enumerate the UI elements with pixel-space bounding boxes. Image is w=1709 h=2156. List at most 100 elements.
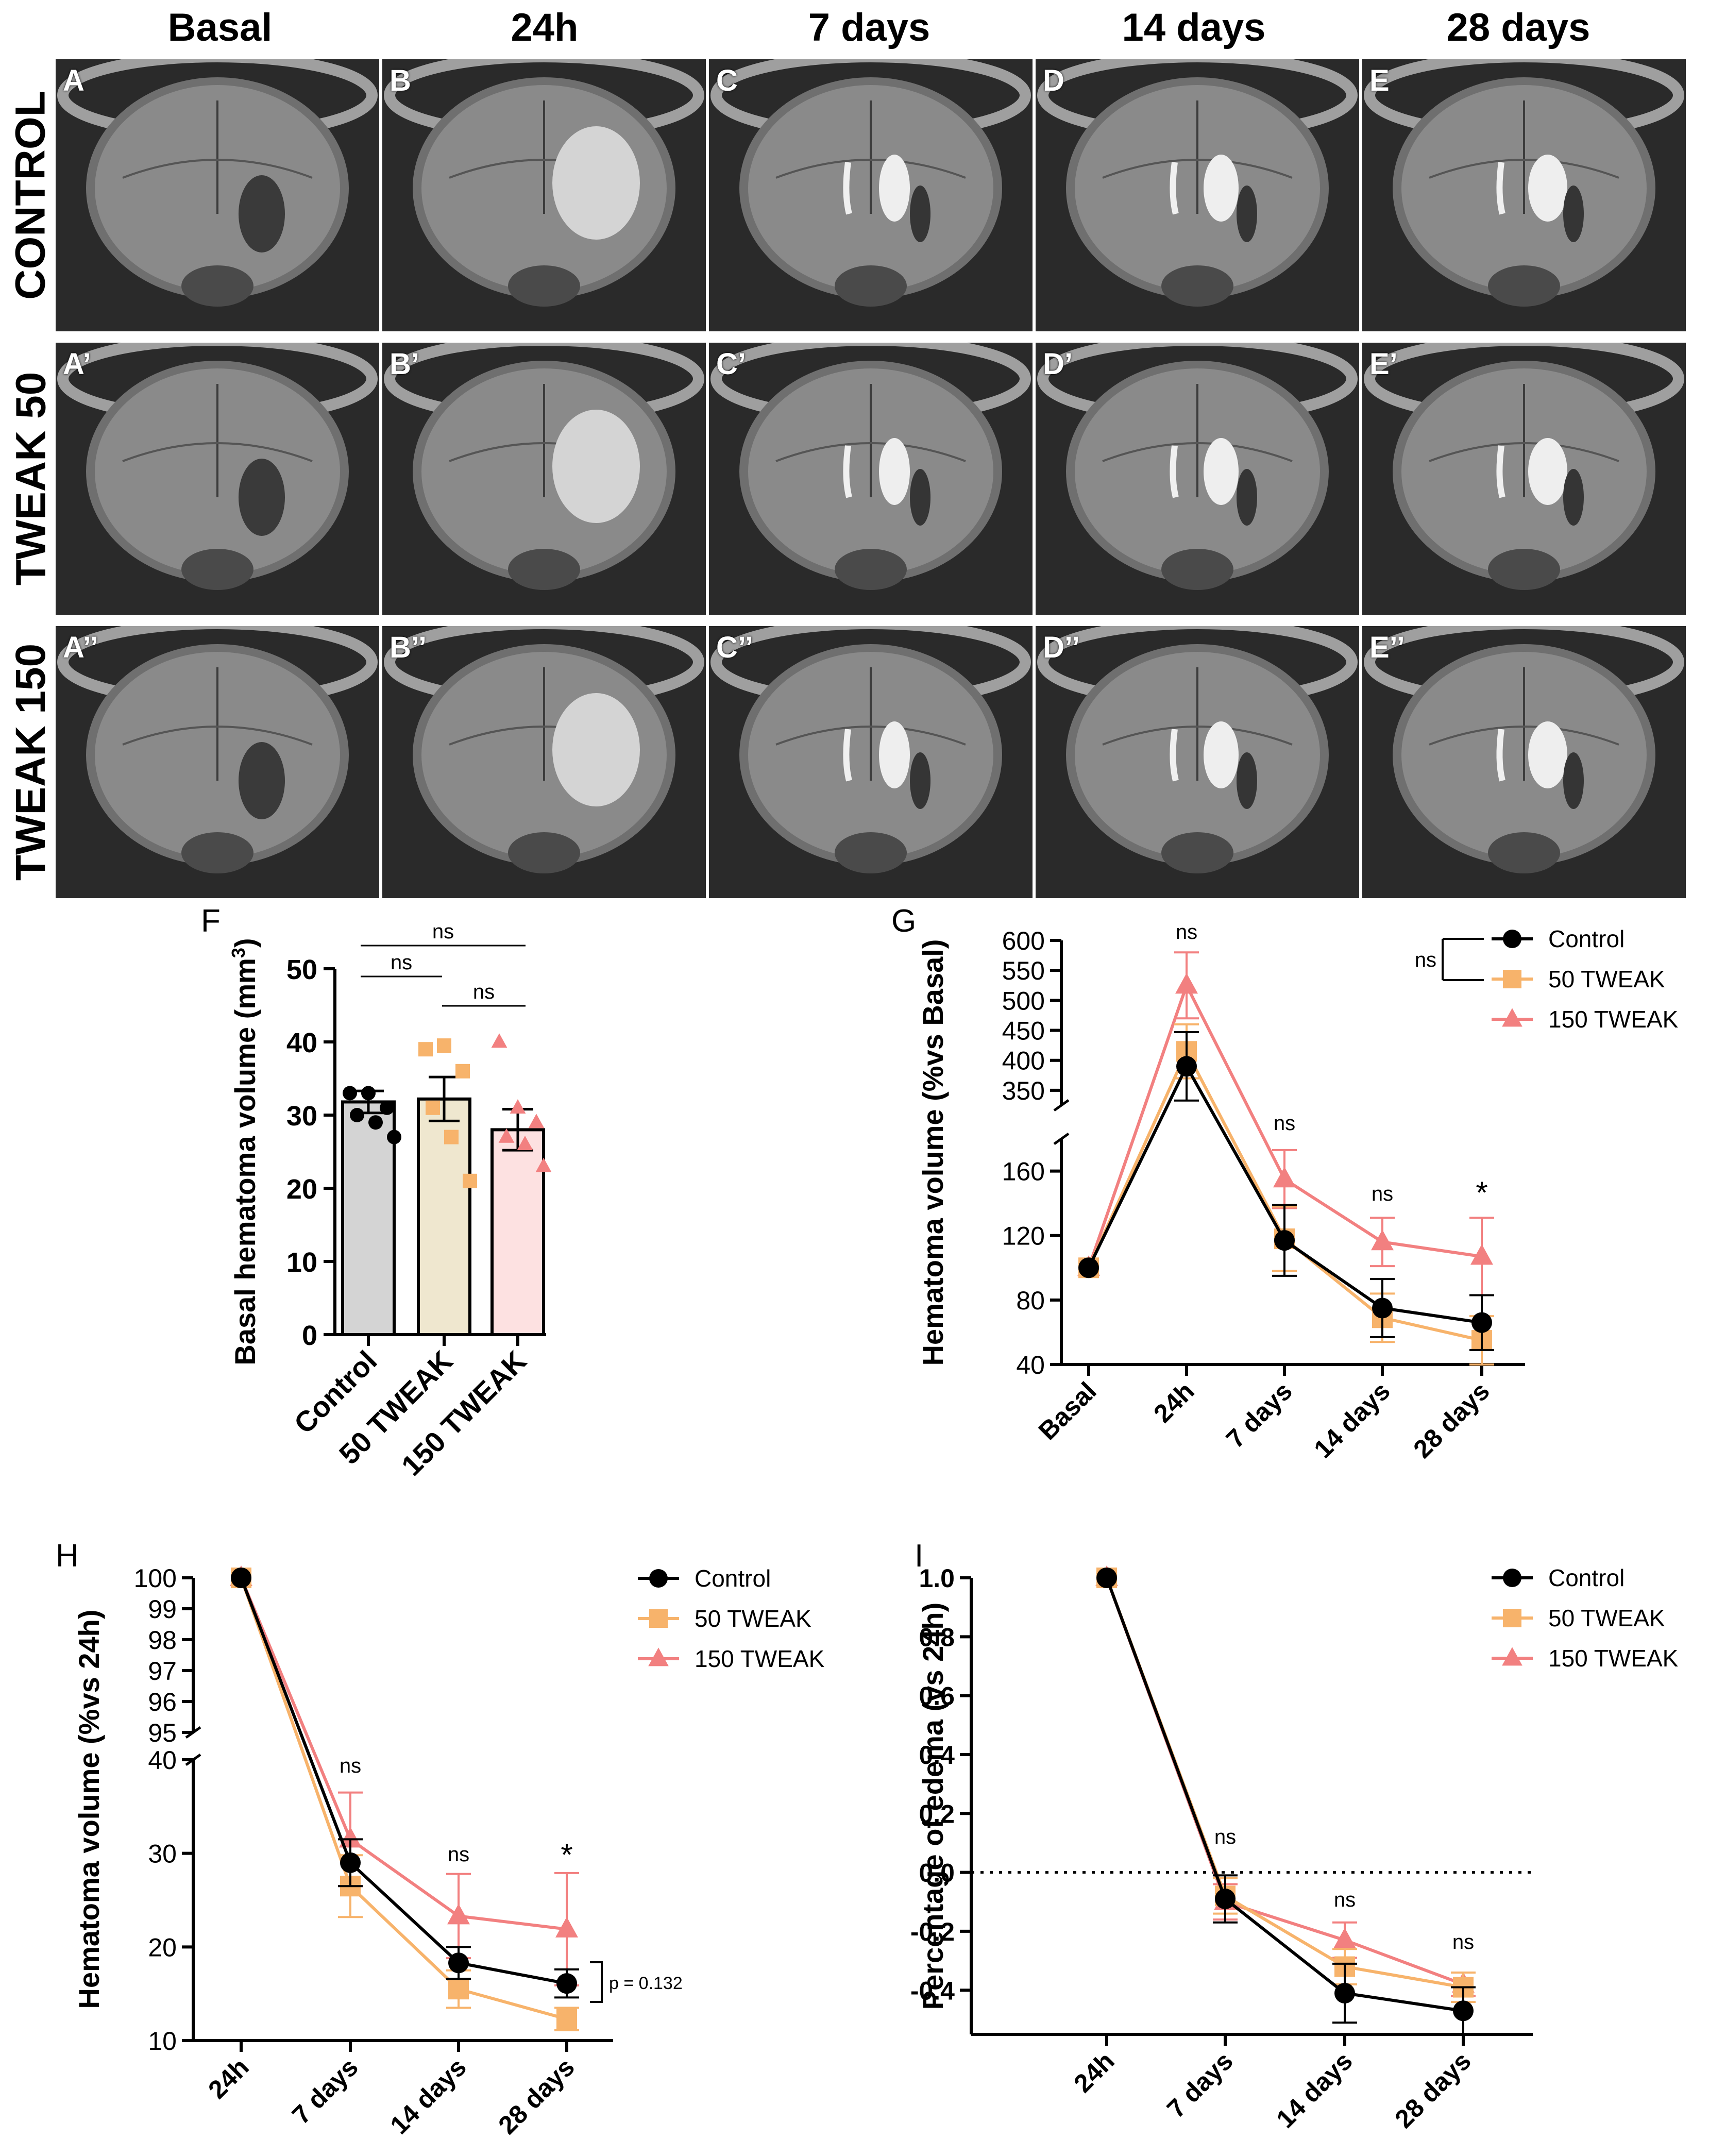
x-tick-label: 14 days (1271, 2046, 1358, 2133)
significance-label: ns (448, 1843, 469, 1866)
legend-label: Control (1548, 1564, 1625, 1591)
y-tick-label: 0.0 (919, 1859, 955, 1888)
brain-scan-image (382, 626, 706, 898)
legend-label: 50 TWEAK (1548, 1605, 1665, 1631)
marker-triangle (498, 1128, 515, 1143)
x-tick-label: 7 days (1161, 2046, 1239, 2124)
y-tick-label: 30 (286, 1101, 317, 1132)
marker-circle (343, 1086, 357, 1101)
marker-circle (1334, 1982, 1355, 2003)
y-tick-label: 10 (148, 2027, 177, 2056)
panel-letter: I (915, 1538, 923, 1574)
marker-circle (1471, 1312, 1492, 1333)
brain-scan-image (382, 59, 706, 331)
panel-label: B (390, 64, 411, 97)
x-tick-label: 28 days (493, 2052, 580, 2140)
y-tick-label: 500 (1002, 986, 1045, 1015)
y-tick-label: 40 (148, 1746, 177, 1775)
marker-triangle (535, 1157, 552, 1172)
chart-i: -0.4 -0.2 0.0 0.2 0.4 0.6 0.8 1.0 Percentage of … (910, 1564, 1679, 2134)
marker-circle (340, 1852, 361, 1873)
mri-panel: A (56, 59, 379, 331)
marker-triangle (1502, 1647, 1522, 1666)
marker-triangle (339, 1827, 362, 1848)
marker-circle (1503, 930, 1521, 948)
marker-circle (387, 1130, 401, 1144)
y-tick-label: 400 (1002, 1047, 1045, 1075)
panel-letter: F (201, 903, 221, 939)
y-tick-label: 20 (286, 1174, 317, 1205)
y-tick-label: 0 (302, 1320, 317, 1351)
column-header-14-days: 14 days (1122, 6, 1266, 49)
marker-circle (1274, 1230, 1295, 1251)
y-axis-label: Hematoma volume (%vs Basal) (917, 939, 949, 1366)
marker-triangle (491, 1033, 507, 1048)
marker-triangle (648, 1647, 669, 1666)
y-tick-label: 0.8 (919, 1623, 955, 1652)
brain-scan-image (1036, 59, 1359, 331)
mri-panel: E’’ (1362, 626, 1686, 898)
mri-panel: B (382, 59, 706, 331)
marker-square (448, 1979, 469, 2000)
panel-label: E’’ (1369, 631, 1405, 664)
marker-square (463, 1173, 477, 1188)
x-tick-label: 7 days (1221, 1376, 1298, 1454)
y-tick-label: 450 (1002, 1017, 1045, 1046)
panel-label: C (716, 64, 738, 97)
brain-scan-image (56, 343, 379, 615)
y-tick-label: 95 (148, 1719, 177, 1747)
marker-circle (380, 1100, 394, 1115)
panel-letter: H (56, 1538, 79, 1574)
x-tick-label: 28 days (1389, 2046, 1476, 2133)
y-tick-label: 99 (148, 1595, 177, 1624)
marker-circle (231, 1568, 251, 1588)
x-tick-label: 24h (202, 2052, 255, 2104)
significance-label: ns (1176, 921, 1197, 944)
marker-triangle (1470, 1244, 1493, 1265)
panel-label: D (1043, 64, 1064, 97)
legend-label: 50 TWEAK (695, 1605, 811, 1632)
marker-circle (1078, 1257, 1099, 1278)
significance-label: ns (1372, 1183, 1393, 1205)
marker-circle (1215, 1889, 1236, 1910)
panel-label: C’ (716, 347, 746, 381)
panel-letter: G (891, 903, 916, 939)
y-tick-label: 96 (148, 1688, 177, 1716)
mri-panel: E (1362, 59, 1686, 331)
marker-triangle (555, 1916, 578, 1938)
column-header-28-days: 28 days (1446, 6, 1590, 49)
y-tick-label: 0.2 (919, 1799, 955, 1828)
panel-label: E (1369, 64, 1390, 97)
y-tick-label: 160 (1002, 1157, 1045, 1186)
brain-scan-image (382, 343, 706, 615)
mri-panel: C (709, 59, 1033, 331)
marker-square (1503, 970, 1521, 988)
mri-panel: D’’ (1036, 626, 1359, 898)
marker-square (1503, 1609, 1521, 1627)
panel-label: A (63, 64, 84, 97)
mri-panel: C’ (709, 343, 1033, 615)
mri-panel: A’ (56, 343, 379, 615)
y-tick-label: 20 (148, 1933, 177, 1962)
brain-scan-image (56, 626, 379, 898)
series-line (1105, 1577, 1464, 1989)
mri-panel: D (1036, 59, 1359, 331)
pvalue-bracket (590, 1961, 603, 2003)
significance-label: ns (1452, 1931, 1474, 1953)
column-header-basal: Basal (167, 6, 273, 49)
brain-scan-image (56, 59, 379, 331)
bar (341, 1100, 396, 1336)
y-tick-label: 0.4 (919, 1741, 955, 1770)
panel-label: B’ (390, 347, 419, 381)
marker-circle (556, 1973, 577, 1994)
marker-circle (1453, 2000, 1474, 2022)
y-tick-label: 98 (148, 1626, 177, 1655)
marker-triangle (1371, 1229, 1394, 1251)
panel-label: D’’ (1043, 631, 1080, 664)
y-tick-label: 0.6 (919, 1682, 955, 1711)
panel-label: D’ (1043, 347, 1073, 381)
marker-circle (1372, 1298, 1393, 1319)
marker-triangle (517, 1136, 533, 1150)
y-tick-label: 550 (1002, 956, 1045, 985)
panel-label: E’ (1369, 347, 1398, 381)
